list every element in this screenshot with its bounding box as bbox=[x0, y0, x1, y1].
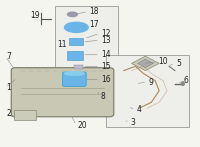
Text: 11: 11 bbox=[58, 40, 67, 49]
Ellipse shape bbox=[64, 22, 88, 32]
Ellipse shape bbox=[64, 72, 84, 75]
Text: 9: 9 bbox=[148, 78, 153, 87]
Text: 12: 12 bbox=[101, 29, 110, 38]
Text: 19: 19 bbox=[30, 11, 40, 20]
Text: 17: 17 bbox=[89, 20, 99, 29]
Text: 2: 2 bbox=[6, 109, 11, 118]
FancyBboxPatch shape bbox=[106, 55, 189, 127]
Text: 20: 20 bbox=[77, 121, 87, 130]
Text: 6: 6 bbox=[184, 76, 189, 85]
FancyBboxPatch shape bbox=[74, 65, 83, 70]
Ellipse shape bbox=[67, 12, 77, 16]
Text: 10: 10 bbox=[158, 57, 168, 66]
FancyBboxPatch shape bbox=[63, 72, 86, 86]
Polygon shape bbox=[137, 59, 153, 68]
Text: 8: 8 bbox=[101, 92, 106, 101]
Text: 16: 16 bbox=[101, 75, 111, 84]
Text: 13: 13 bbox=[101, 36, 111, 45]
Text: 15: 15 bbox=[101, 62, 111, 71]
Polygon shape bbox=[132, 56, 159, 71]
Text: 5: 5 bbox=[176, 59, 181, 68]
Text: 14: 14 bbox=[101, 50, 111, 59]
Text: 18: 18 bbox=[89, 7, 99, 16]
FancyBboxPatch shape bbox=[55, 6, 118, 92]
FancyBboxPatch shape bbox=[14, 110, 36, 120]
Text: 1: 1 bbox=[6, 83, 11, 92]
FancyBboxPatch shape bbox=[67, 51, 83, 60]
Text: 7: 7 bbox=[6, 52, 11, 61]
FancyBboxPatch shape bbox=[11, 68, 114, 117]
Text: 4: 4 bbox=[136, 105, 141, 114]
Text: 3: 3 bbox=[131, 118, 135, 127]
Ellipse shape bbox=[181, 82, 184, 85]
FancyBboxPatch shape bbox=[69, 38, 83, 45]
